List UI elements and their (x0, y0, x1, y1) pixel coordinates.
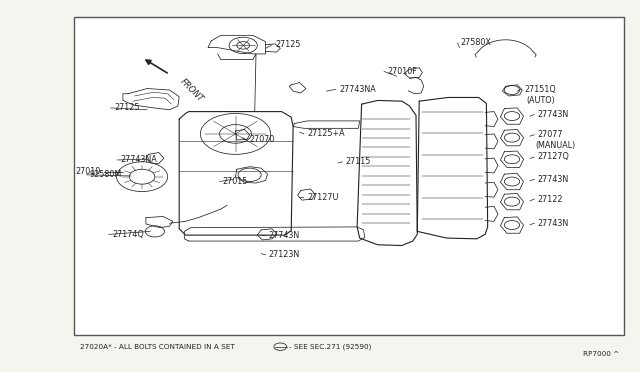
Text: 27010: 27010 (76, 167, 100, 176)
Text: 27015: 27015 (223, 177, 248, 186)
Text: (AUTO): (AUTO) (526, 96, 555, 105)
Bar (74, 17, 624, 335)
Text: 27743N: 27743N (269, 231, 300, 240)
Text: FRONT: FRONT (178, 77, 205, 104)
Text: 27743N: 27743N (538, 219, 569, 228)
Text: 27127U: 27127U (307, 193, 339, 202)
Text: 27174Q: 27174Q (112, 230, 144, 239)
Text: 27077: 27077 (538, 130, 563, 139)
Text: 27125: 27125 (275, 40, 301, 49)
Text: 27127Q: 27127Q (538, 153, 570, 161)
Text: 27020A* - ALL BOLTS CONTAINED IN A SET: 27020A* - ALL BOLTS CONTAINED IN A SET (80, 344, 235, 350)
Text: 27743N: 27743N (538, 110, 569, 119)
Text: 27070: 27070 (250, 135, 275, 144)
Text: 27122: 27122 (538, 195, 563, 203)
Text: (MANUAL): (MANUAL) (536, 141, 576, 150)
Text: 27743NA: 27743NA (120, 155, 157, 164)
Text: RP7000 ^: RP7000 ^ (583, 351, 620, 357)
Text: 92580M: 92580M (90, 170, 122, 179)
Text: 27125: 27125 (114, 103, 140, 112)
Text: 27151Q: 27151Q (525, 85, 557, 94)
Text: 27743NA: 27743NA (339, 85, 376, 94)
Text: 27010F: 27010F (387, 67, 417, 76)
Text: 27743N: 27743N (538, 175, 569, 184)
Text: 27123N: 27123N (269, 250, 300, 259)
Text: 27115: 27115 (346, 157, 371, 166)
Text: - SEE SEC.271 (92590): - SEE SEC.271 (92590) (289, 343, 372, 350)
Text: 27125+A: 27125+A (307, 129, 345, 138)
Text: 27580X: 27580X (461, 38, 492, 47)
